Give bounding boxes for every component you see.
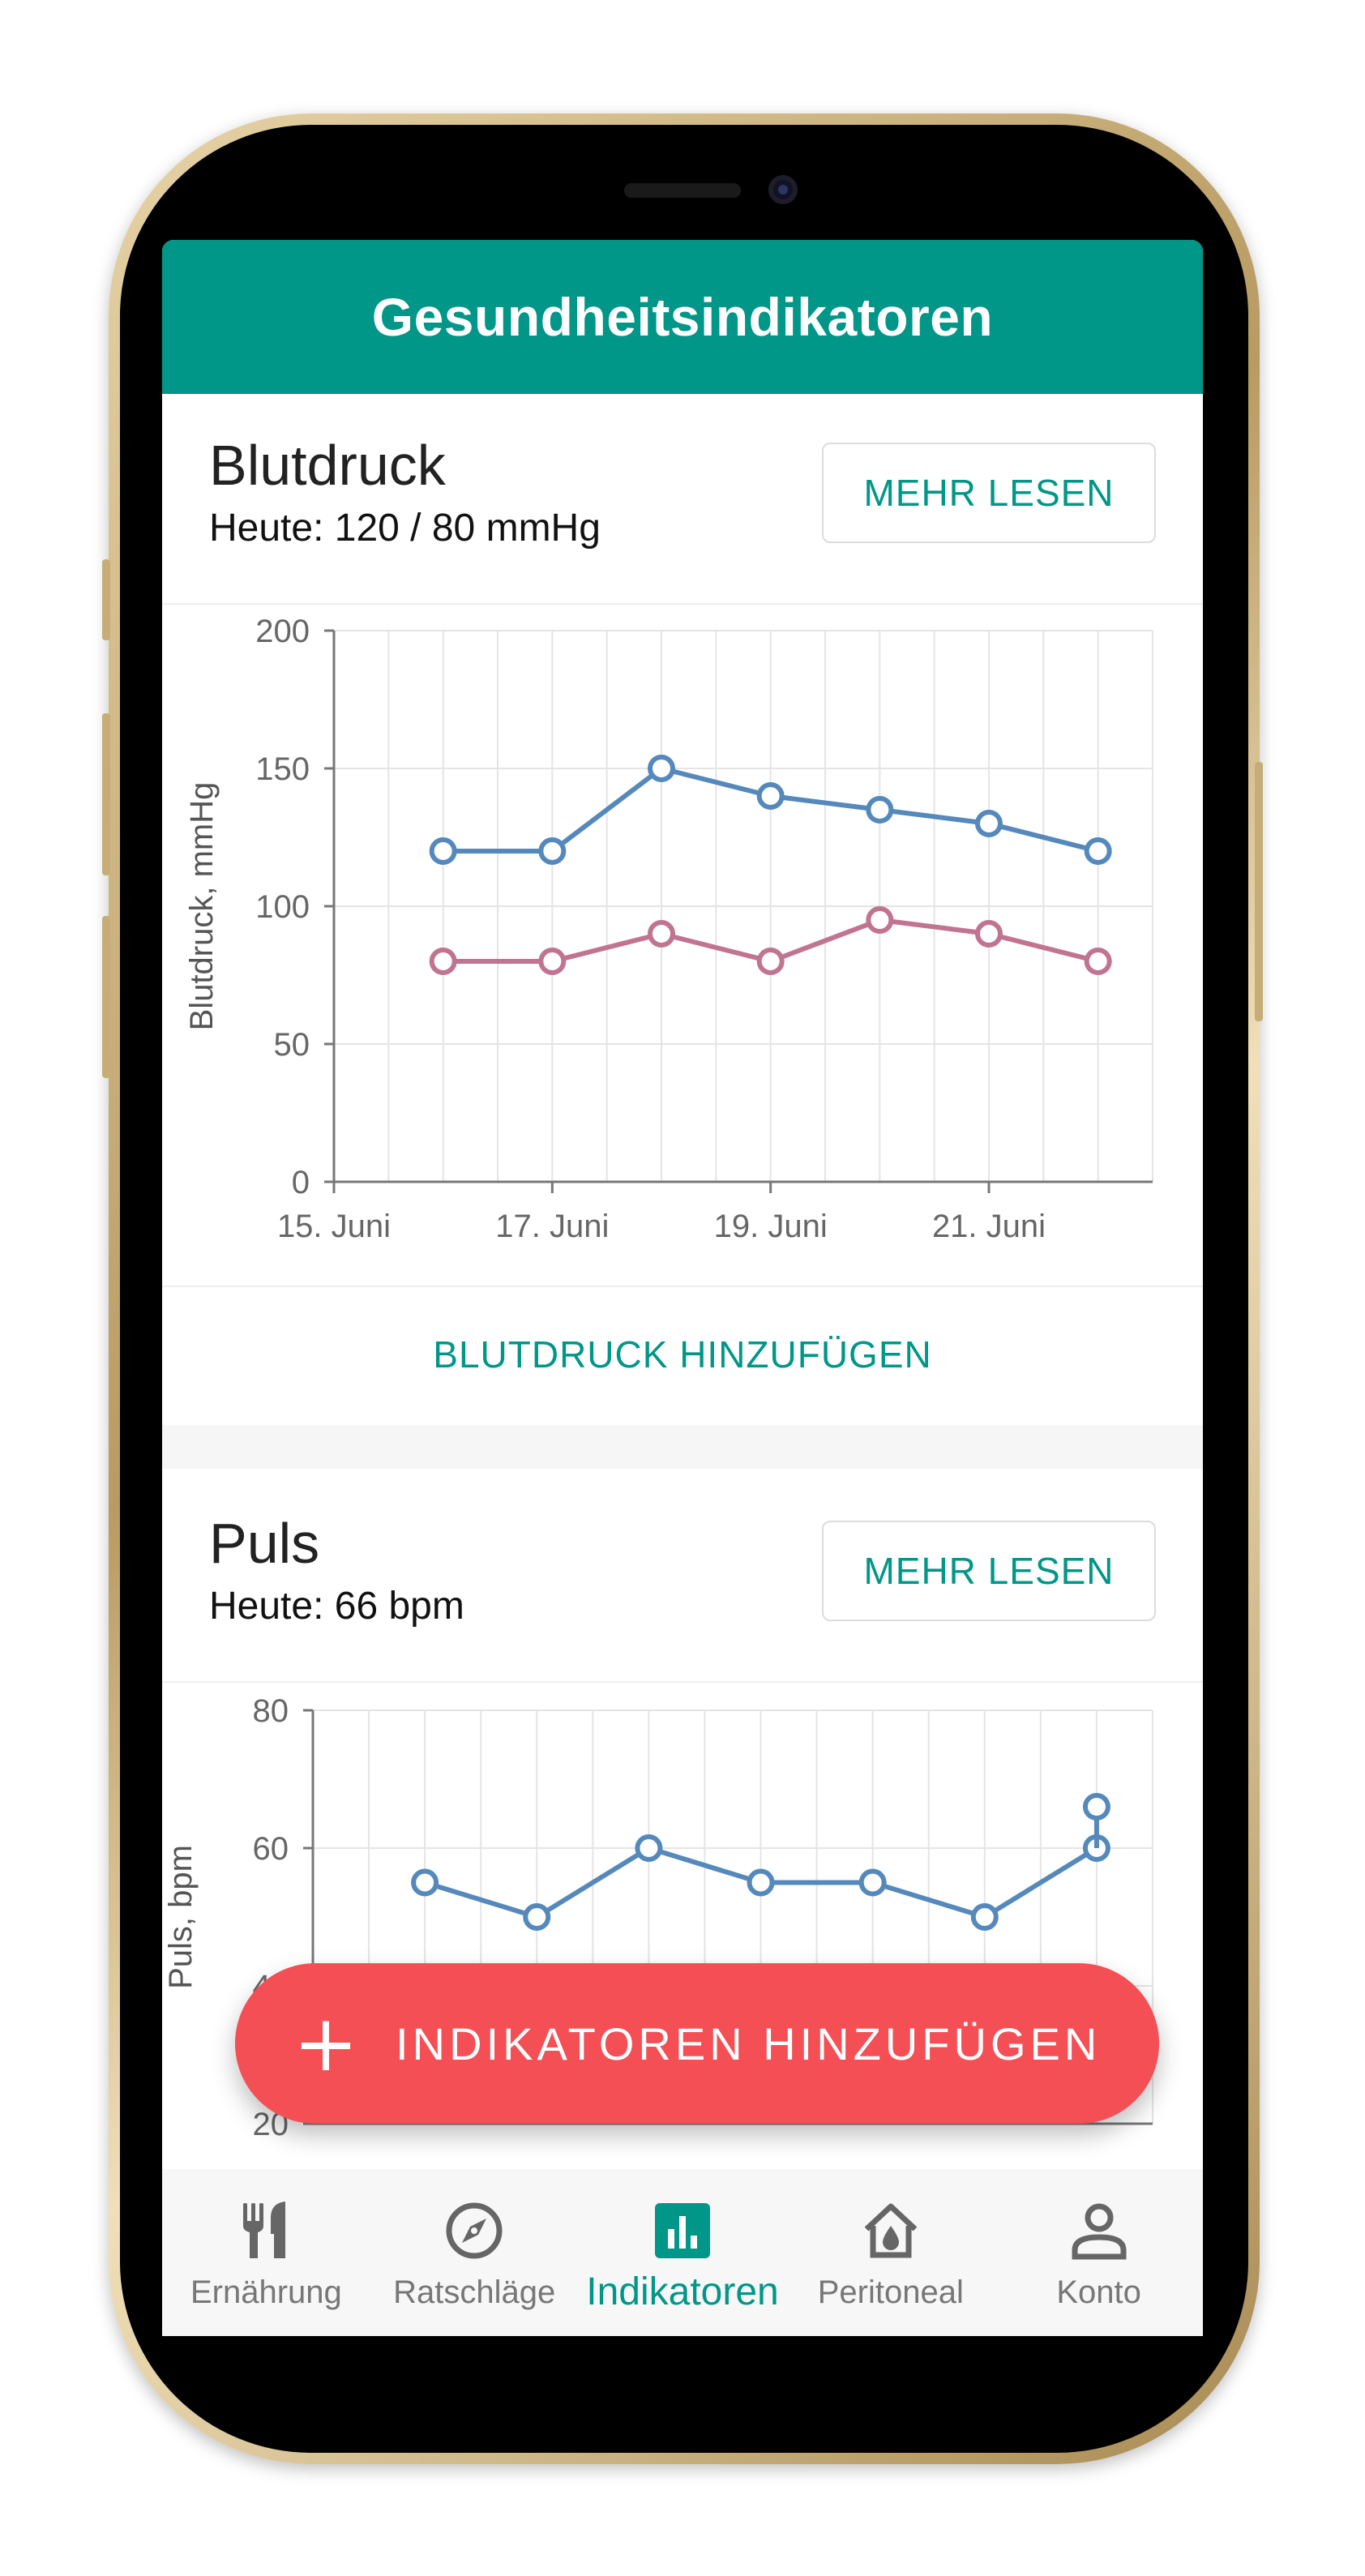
blood-pressure-more-button[interactable]: MEHR LESEN bbox=[822, 443, 1156, 543]
nav-label: Ratschläge bbox=[393, 2274, 556, 2310]
phone-power-button bbox=[1255, 762, 1263, 1021]
pulse-header: Puls Heute: 66 bpm MEHR LESEN bbox=[162, 1472, 1203, 1675]
y-tick-label: 80 bbox=[253, 1693, 289, 1729]
phone-volume-up bbox=[102, 713, 110, 875]
data-point bbox=[975, 810, 1003, 837]
data-point bbox=[756, 782, 785, 810]
y-tick-label: 150 bbox=[255, 751, 310, 787]
blood-pressure-header: Blutdruck Heute: 120 / 80 mmHg MEHR LESE… bbox=[162, 394, 1203, 597]
data-point bbox=[866, 906, 894, 934]
divider bbox=[162, 1681, 1203, 1683]
data-point bbox=[538, 837, 567, 865]
data-point bbox=[523, 1903, 551, 1931]
blood-pressure-today: Heute: 120 / 80 mmHg bbox=[209, 507, 601, 550]
bottom-navigation: Ernährung Ratschläge Indikatoren bbox=[162, 2169, 1203, 2336]
add-indicators-fab[interactable]: + INDIKATOREN HINZUFÜGEN bbox=[235, 1963, 1159, 2124]
pulse-today: Heute: 66 bpm bbox=[209, 1585, 464, 1628]
nav-label: Konto bbox=[1056, 2274, 1141, 2310]
phone-volume-down bbox=[102, 916, 110, 1078]
person-icon bbox=[1072, 2203, 1127, 2260]
fork-knife-icon bbox=[243, 2202, 286, 2258]
data-point bbox=[635, 1834, 663, 1862]
blood-pressure-chart: 0 50 100 150 200 15. Juni 17. Juni 19. Juni 21. … bbox=[184, 614, 1153, 1244]
x-tick-label: 19. Juni bbox=[714, 1209, 828, 1244]
data-point bbox=[866, 796, 894, 824]
x-tick-label: 17. Juni bbox=[495, 1209, 609, 1244]
nav-item-konto[interactable]: Konto bbox=[995, 2169, 1203, 2336]
phone-silent-switch bbox=[102, 559, 110, 640]
data-point bbox=[648, 755, 675, 782]
data-point bbox=[1084, 837, 1112, 865]
x-tick-label: 21. Juni bbox=[932, 1209, 1046, 1244]
page-title: Gesundheitsindikatoren bbox=[371, 287, 994, 347]
house-drop-icon bbox=[864, 2203, 918, 2258]
nav-label: Indikatoren bbox=[586, 2270, 779, 2313]
plus-icon: + bbox=[293, 1998, 359, 2089]
y-tick-label: 50 bbox=[274, 1027, 310, 1063]
nav-item-ratschlaege[interactable]: Ratschläge bbox=[370, 2169, 579, 2336]
app-screen: Gesundheitsindikatoren Blutdruck Heute: … bbox=[162, 240, 1203, 2336]
phone-camera bbox=[768, 175, 798, 204]
data-point bbox=[975, 920, 1003, 948]
data-point bbox=[648, 920, 675, 948]
data-point bbox=[1084, 948, 1112, 975]
y-tick-label: 100 bbox=[255, 889, 310, 925]
compass-icon bbox=[446, 2202, 503, 2259]
add-blood-pressure-button[interactable]: BLUTDRUCK HINZUFÜGEN bbox=[433, 1333, 932, 1376]
data-point bbox=[538, 948, 567, 975]
phone-speaker bbox=[624, 183, 741, 198]
y-tick-label: 60 bbox=[253, 1831, 289, 1867]
data-point bbox=[1082, 1793, 1110, 1821]
nav-item-peritoneal[interactable]: Peritoneal bbox=[786, 2169, 995, 2336]
nav-label: Peritoneal bbox=[817, 2274, 964, 2310]
data-point bbox=[429, 837, 457, 865]
y-axis-label: Puls, bpm bbox=[163, 1845, 199, 1989]
bar-chart-icon bbox=[654, 2203, 710, 2258]
pulse-more-button[interactable]: MEHR LESEN bbox=[822, 1521, 1156, 1621]
nav-item-ernaehrung[interactable]: Ernährung bbox=[162, 2169, 370, 2336]
nav-label: Ernährung bbox=[190, 2274, 342, 2310]
y-axis-label: Blutdruck, mmHg bbox=[184, 782, 220, 1031]
data-point bbox=[747, 1868, 775, 1897]
data-point bbox=[411, 1868, 439, 1897]
fab-label: INDIKATOREN HINZUFÜGEN bbox=[396, 2018, 1102, 2069]
blood-pressure-title: Blutdruck bbox=[209, 434, 446, 497]
pulse-title: Puls bbox=[209, 1512, 320, 1575]
divider bbox=[162, 1286, 1203, 1287]
app-bar: Gesundheitsindikatoren bbox=[162, 240, 1203, 394]
x-tick-label: 15. Juni bbox=[277, 1209, 391, 1244]
data-point bbox=[858, 1868, 887, 1897]
y-tick-label: 200 bbox=[255, 614, 310, 649]
data-point bbox=[756, 948, 785, 975]
section-gap bbox=[162, 1425, 1203, 1469]
data-point bbox=[429, 948, 457, 975]
nav-item-indikatoren[interactable]: Indikatoren bbox=[579, 2169, 787, 2336]
y-tick-label: 0 bbox=[292, 1165, 310, 1200]
divider bbox=[162, 603, 1203, 605]
data-point bbox=[970, 1903, 999, 1931]
